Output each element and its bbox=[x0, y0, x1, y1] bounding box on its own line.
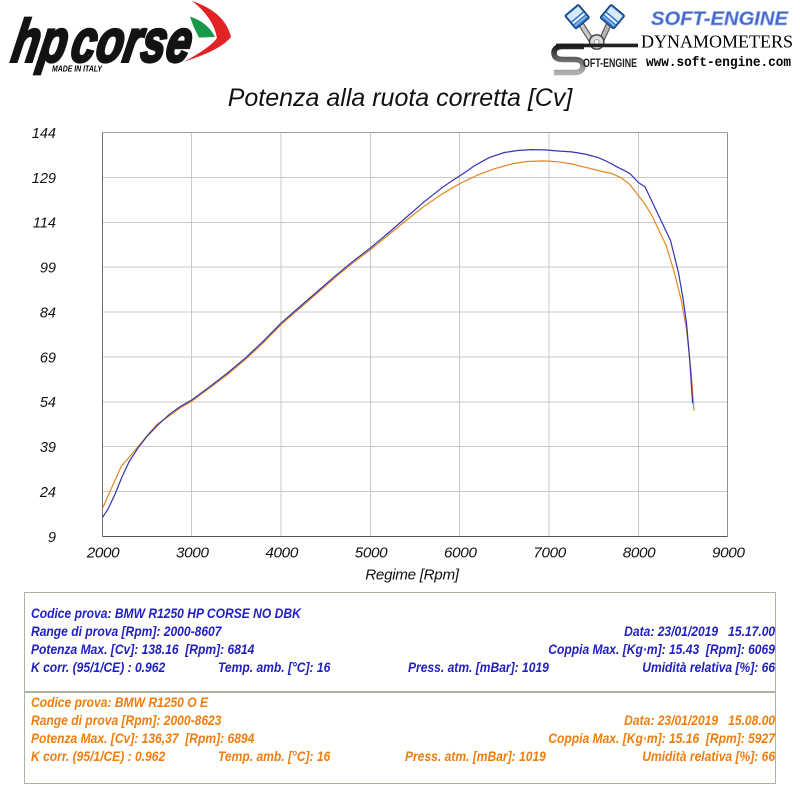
svg-text:99: 99 bbox=[40, 261, 56, 277]
svg-text:OFT-ENGINE: OFT-ENGINE bbox=[583, 56, 637, 70]
svg-text:54: 54 bbox=[40, 395, 56, 411]
svg-text:84: 84 bbox=[40, 306, 56, 322]
svg-text:Regime [Rpm]: Regime [Rpm] bbox=[365, 567, 460, 584]
svg-text:corse: corse bbox=[67, 9, 199, 76]
svg-text:129: 129 bbox=[32, 171, 56, 187]
svg-text:7000: 7000 bbox=[533, 544, 566, 561]
svg-text:www.soft-engine.com: www.soft-engine.com bbox=[646, 56, 791, 71]
svg-text:39: 39 bbox=[40, 440, 56, 456]
svg-text:8000: 8000 bbox=[623, 544, 656, 561]
svg-text:114: 114 bbox=[33, 216, 56, 232]
svg-text:9: 9 bbox=[48, 530, 56, 546]
svg-text:6000: 6000 bbox=[444, 544, 477, 561]
svg-text:24: 24 bbox=[39, 485, 56, 501]
svg-text:4000: 4000 bbox=[265, 544, 298, 561]
svg-text:9000: 9000 bbox=[712, 544, 745, 561]
svg-text:2000: 2000 bbox=[86, 544, 120, 561]
svg-text:144: 144 bbox=[32, 126, 56, 142]
svg-text:69: 69 bbox=[40, 350, 56, 366]
svg-text:SOFT-ENGINE: SOFT-ENGINE bbox=[651, 9, 789, 30]
svg-text:DYNAMOMETERS: DYNAMOMETERS bbox=[641, 32, 793, 52]
svg-text:3000: 3000 bbox=[176, 544, 209, 561]
svg-text:hp: hp bbox=[8, 9, 75, 76]
svg-text:5000: 5000 bbox=[355, 544, 388, 561]
svg-text:MADE IN ITALY: MADE IN ITALY bbox=[52, 65, 103, 74]
